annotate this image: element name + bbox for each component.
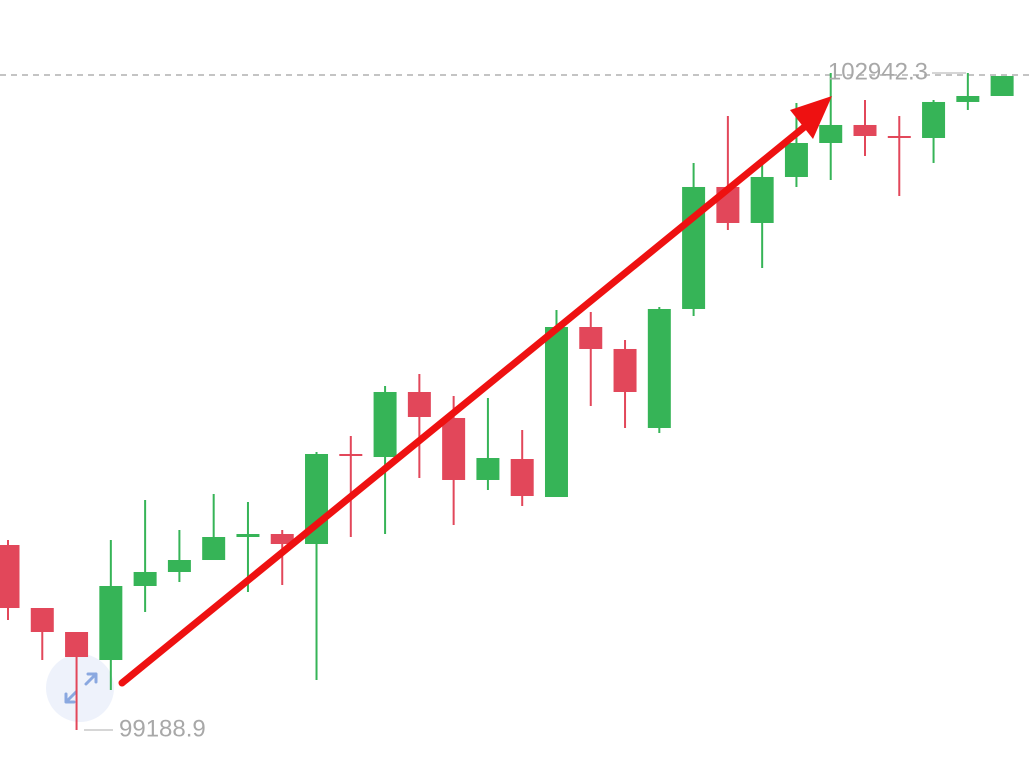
candle-body (0, 545, 20, 609)
trend-arrow-shaft (118, 120, 812, 687)
expand-icon[interactable] (46, 654, 114, 722)
candle-body (544, 327, 568, 498)
candle-body (579, 327, 603, 349)
max-marker-label: 102942.3 (828, 58, 928, 85)
candle-body (167, 560, 191, 572)
candle-body (887, 135, 911, 138)
candle-body (65, 632, 89, 658)
candle-body (510, 459, 534, 497)
candle-body (853, 124, 877, 136)
candle-body (30, 608, 54, 633)
candle-body (442, 417, 466, 480)
candle-body (819, 124, 843, 143)
icon-bg (46, 654, 114, 722)
candle-body (956, 95, 980, 102)
candle-body (990, 75, 1014, 96)
icon-arrows (64, 672, 98, 704)
candle-body (784, 142, 808, 177)
candle-body (99, 585, 123, 661)
candle-body (133, 571, 157, 586)
candle-body (202, 537, 226, 561)
candle-body (373, 391, 397, 458)
candle-body (339, 453, 363, 456)
candle-body (407, 391, 431, 417)
min-marker-label: 99188.9 (119, 715, 206, 742)
trend-arrow-head (790, 96, 832, 139)
candle-body (236, 534, 260, 538)
candle-body (613, 348, 637, 392)
candle-body (750, 176, 774, 223)
candle-body (682, 186, 706, 309)
candle-body (922, 101, 946, 138)
candle-body (647, 308, 671, 429)
candle-body (270, 534, 294, 545)
candles (0, 72, 1014, 731)
candle-body (476, 458, 500, 480)
